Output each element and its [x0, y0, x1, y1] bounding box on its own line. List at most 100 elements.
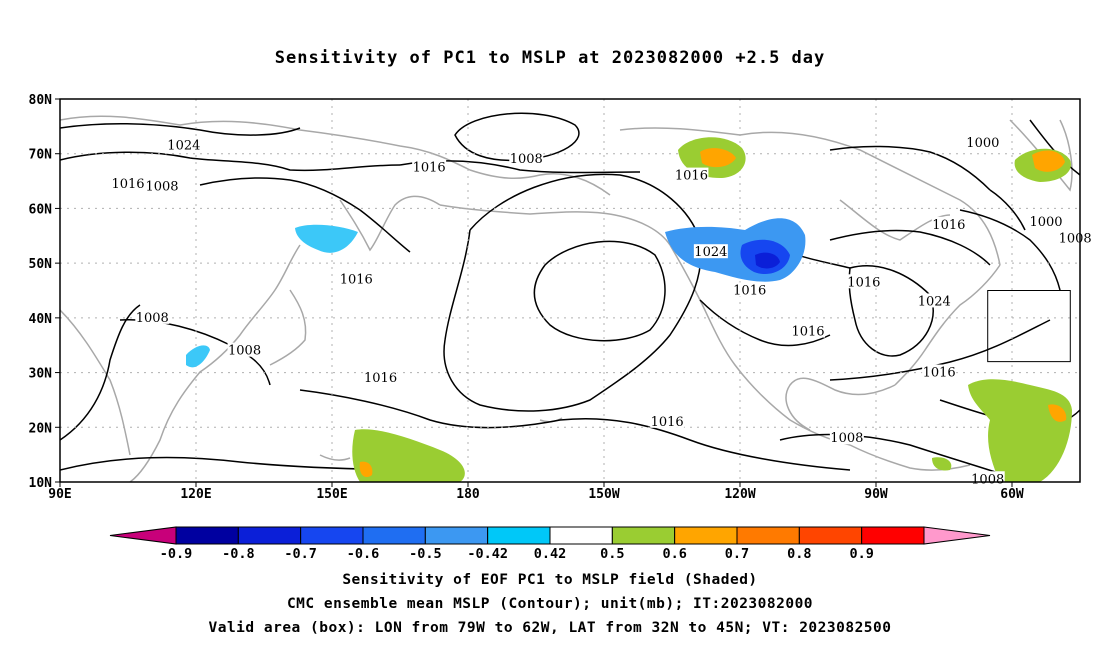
coast-east-asia [129, 244, 301, 482]
contour-1016-high [443, 173, 702, 412]
contour-1024-asia [60, 123, 301, 136]
contour-label: 1016 [675, 169, 708, 184]
contour-label-bg [135, 309, 170, 324]
contour-1008-subtrop [779, 433, 1021, 481]
shade-green-caribbean [932, 457, 952, 471]
contour-1016-na-b [699, 299, 831, 347]
contour-label: 1024 [918, 294, 951, 309]
contour-label-bg [1029, 214, 1063, 229]
contour-1016-pacific [299, 389, 851, 471]
colorbar-swatch [736, 526, 800, 545]
latitude-axis: 80N 70N 60N 50N 40N 30N 20N 10N [29, 93, 60, 491]
contour-labels: 1024 1016 1008 1016 1008 1016 1000 1000 1008 1016… [111, 134, 1093, 487]
colorbar-swatch [175, 526, 239, 545]
contour-label-bg [674, 167, 709, 182]
coast-greenland [1009, 119, 1073, 192]
colorbar-swatch [237, 526, 302, 545]
contour-1016-atlantic [829, 319, 1051, 381]
shade-cyan-kamchatka [295, 224, 358, 253]
lat-label: 70N [29, 148, 53, 163]
contour-1008-loop [454, 112, 580, 162]
footer-line-1: Sensitivity of EOF PC1 to MSLP field (Sh… [342, 572, 758, 588]
contour-label: 1016 [413, 160, 446, 175]
colorbar-high-arrow [923, 526, 991, 545]
coastlines [60, 115, 1073, 482]
colorbar-tick-label: -0.8 [222, 546, 255, 562]
colorbar-tick-label: -0.6 [347, 546, 380, 562]
map-plot-area [60, 99, 1080, 482]
lat-label: 10N [29, 476, 53, 491]
colorbar-tick-label: 0.7 [725, 546, 749, 562]
contour-label: 1008 [510, 152, 543, 167]
mslp-contours [60, 112, 1080, 481]
map-title: Sensitivity of PC1 to MSLP at 2023082000… [274, 48, 826, 68]
contour-label-bg [145, 178, 179, 193]
contour-label: 1008 [830, 431, 863, 446]
lon-label: 150W [588, 487, 619, 502]
colorbar-tick-label: -0.5 [409, 546, 442, 562]
contour-label: 1000 [1029, 215, 1062, 230]
shade-orange-atlantic [1048, 404, 1067, 422]
colorbar-swatch [487, 526, 551, 545]
contour-label-bg [791, 323, 825, 338]
contour-1000-na [829, 145, 991, 191]
contour-1024-na [848, 265, 934, 357]
colorbar-tick-label: 0.42 [534, 546, 567, 562]
shade-orange-pacific [359, 461, 373, 478]
valid-area-box [987, 290, 1071, 363]
graticule [60, 99, 1080, 482]
contour-label-bg [412, 159, 447, 174]
map-frame [59, 98, 1081, 483]
contour-1008-greenland [959, 209, 1061, 291]
contour-label-bg [922, 364, 957, 379]
shade-darkblue-na [755, 252, 780, 269]
lon-label: 180 [456, 487, 480, 502]
contour-label-bg [829, 430, 864, 445]
contour-label: 1016 [364, 371, 397, 386]
colorbar-swatch [549, 526, 613, 545]
lat-label: 60N [29, 202, 53, 217]
colorbar-low-arrow [109, 526, 177, 545]
colorbar-tick-label: 0.9 [849, 546, 873, 562]
colorbar-swatch [674, 526, 738, 545]
contour-label-bg [166, 137, 201, 152]
shade-orange-alaska [700, 148, 736, 168]
contour-1016-na-east [829, 229, 991, 266]
colorbar-swatch [611, 526, 676, 545]
contour-label: 1008 [1059, 232, 1092, 247]
contour-label: 1008 [971, 472, 1004, 487]
sensitivity-shading [186, 137, 1072, 482]
contour-label-bg [846, 274, 881, 289]
contour-label: 1000 [966, 136, 999, 151]
colorbar-tick-label: -0.9 [160, 546, 193, 562]
contour-1024-high [533, 240, 666, 342]
lon-label: 90W [864, 487, 888, 502]
shade-green-atlantic [968, 379, 1072, 482]
contour-label-bg [650, 413, 685, 428]
coast-kamchatka [339, 195, 441, 252]
contour-label: 1008 [136, 311, 169, 326]
contour-1000-greenland [989, 189, 1026, 231]
contour-label: 1016 [791, 325, 824, 340]
colorbar-swatch [362, 526, 426, 545]
contour-1016-nw [1029, 119, 1080, 176]
coast-china-south [60, 309, 131, 456]
contour-label-bg [227, 342, 262, 357]
footer-line-2: CMC ensemble mean MSLP (Contour); unit(m… [286, 596, 814, 612]
shade-orange-greenland [1032, 150, 1065, 172]
contour-1016-west-low [60, 304, 141, 441]
coast-central-am [849, 444, 971, 471]
shade-green-pacific [352, 429, 465, 482]
contour-label-bg [965, 134, 1000, 149]
contour-label: 1016 [932, 218, 965, 233]
colorbar-tick-label: -0.42 [467, 546, 508, 562]
lon-label: 120W [724, 487, 755, 502]
footer-line-3: Valid area (box): LON from 79W to 62W, L… [208, 620, 892, 636]
coast-siberia [60, 115, 611, 196]
contour-label: 1024 [167, 139, 200, 154]
contour-1008-asia [199, 177, 411, 253]
contour-label-bg [931, 216, 966, 231]
lat-label: 50N [29, 257, 53, 272]
coast-gulf [785, 377, 896, 431]
